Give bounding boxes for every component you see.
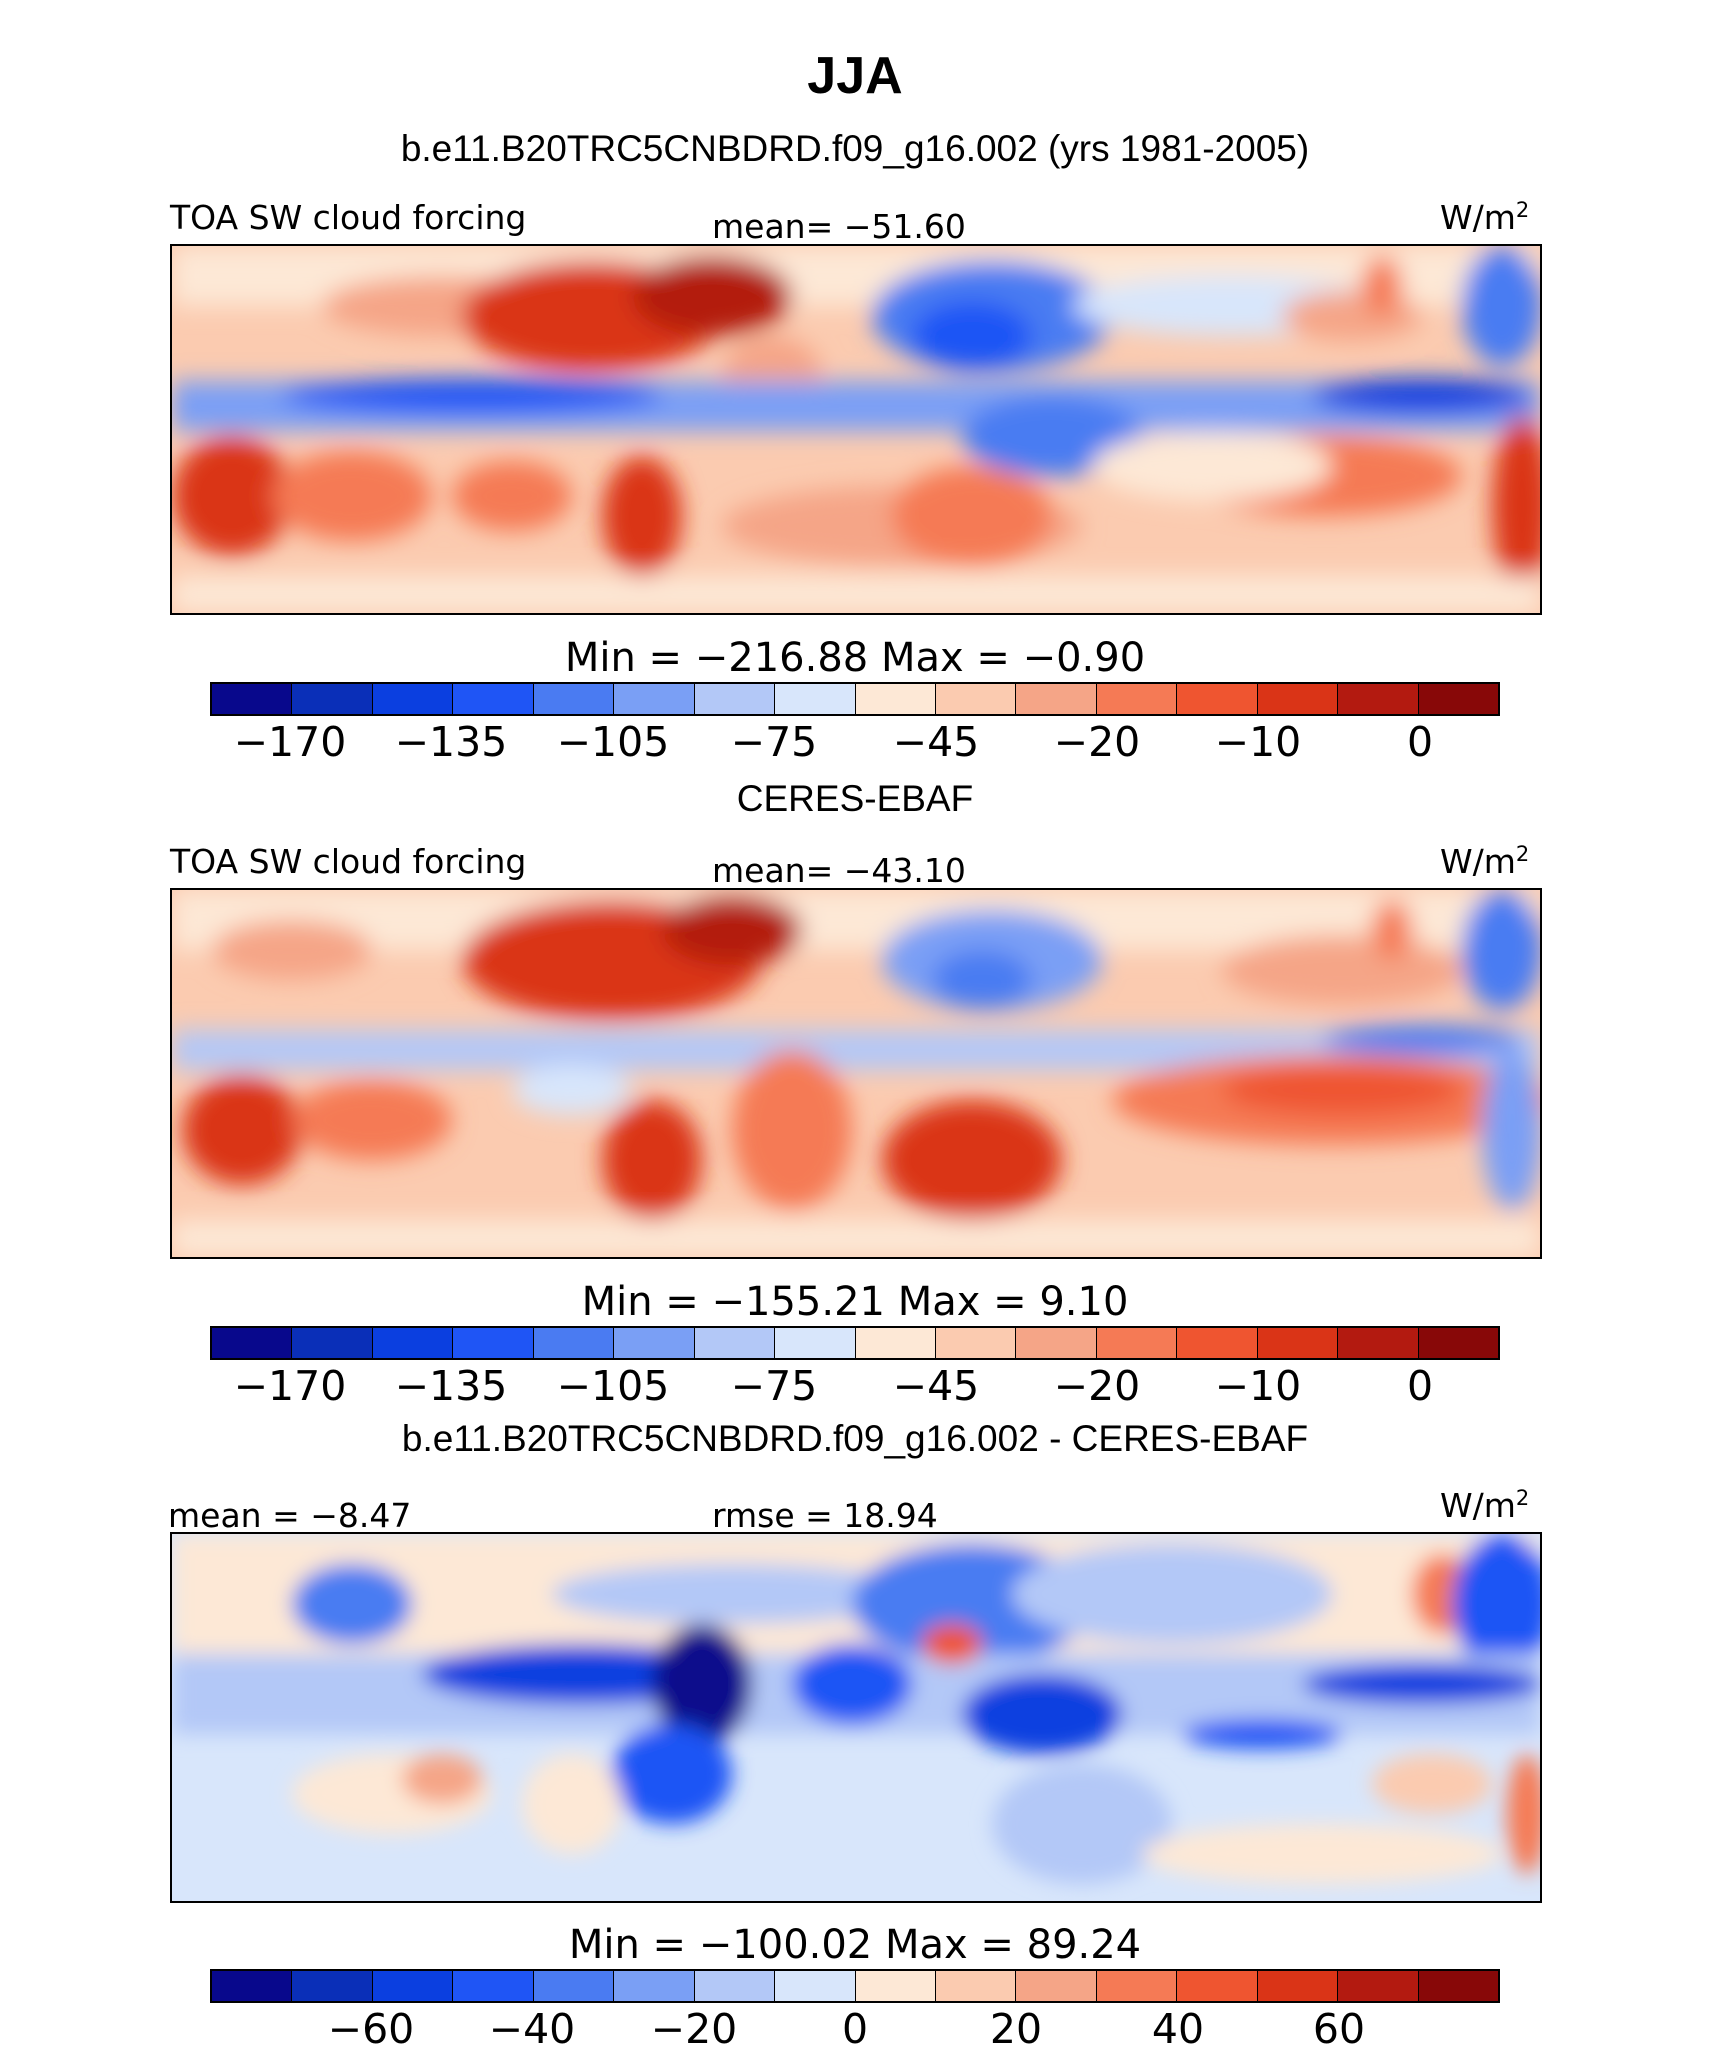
colorbar-swatch	[1257, 1328, 1339, 1358]
colorbar-swatch	[694, 684, 776, 714]
colorbar-swatch	[1016, 684, 1097, 714]
colorbar-swatch	[935, 1328, 1017, 1358]
colorbar-swatch	[292, 1328, 373, 1358]
panel-1-title: b.e11.B20TRC5CNBDRD.f09_g16.002 (yrs 198…	[400, 128, 1310, 169]
panel-2-colorbar-tick: −10	[1214, 1362, 1302, 1410]
panel-1-units: W/m2	[1440, 198, 1530, 237]
colorbar-swatch	[212, 684, 293, 714]
panel-2-colorbar-tick: −75	[730, 1362, 818, 1410]
colorbar-swatch	[453, 1328, 534, 1358]
colorbar-swatch	[1418, 684, 1498, 714]
panel-3-units: W/m2	[1440, 1486, 1530, 1525]
colorbar-swatch	[1177, 1971, 1258, 2001]
colorbar-swatch	[292, 684, 373, 714]
colorbar-swatch	[372, 684, 454, 714]
colorbar-swatch	[1338, 1971, 1419, 2001]
panel-2-units: W/m2	[1440, 842, 1530, 881]
colorbar-swatch	[533, 684, 615, 714]
panel-3-colorbar-tick: 40	[1151, 2005, 1205, 2053]
colorbar-swatch	[212, 1328, 293, 1358]
panel-1-variable-label: TOA SW cloud forcing	[170, 198, 527, 237]
colorbar-swatch	[1418, 1328, 1498, 1358]
panel-1-mean-label: mean= −51.60	[712, 207, 966, 246]
panel-2-mean-label: mean= −43.10	[712, 851, 966, 890]
colorbar-swatch	[1257, 684, 1339, 714]
colorbar-swatch	[1338, 1328, 1419, 1358]
colorbar-swatch	[1096, 1328, 1178, 1358]
colorbar-swatch	[614, 1328, 695, 1358]
figure-title: JJA	[807, 47, 903, 105]
colorbar-swatch	[453, 684, 534, 714]
panel-3-minmax: Min = −100.02 Max = 89.24	[568, 1922, 1142, 1968]
panel-3-map	[170, 1532, 1542, 1903]
panel-2-colorbar-tick: −20	[1053, 1362, 1141, 1410]
panel-2-colorbar-tick: −135	[394, 1362, 508, 1410]
panel-1-colorbar-tick: −20	[1053, 718, 1141, 766]
panel-1-colorbar	[210, 682, 1500, 716]
colorbar-swatch	[292, 1971, 373, 2001]
panel-3-colorbar	[210, 1969, 1500, 2003]
colorbar-swatch	[1016, 1971, 1097, 2001]
colorbar-swatch	[775, 1328, 856, 1358]
panel-1-minmax: Min = −216.88 Max = −0.90	[564, 635, 1146, 681]
colorbar-swatch	[212, 1971, 293, 2001]
panel-1-colorbar-tick: −105	[556, 718, 670, 766]
panel-3-mean-label: mean = −8.47	[168, 1496, 412, 1535]
panel-2-map	[170, 888, 1542, 1259]
colorbar-swatch	[533, 1971, 615, 2001]
panel-3-colorbar-tick: −40	[488, 2005, 576, 2053]
panel-2-minmax: Min = −155.21 Max = 9.10	[581, 1279, 1129, 1325]
colorbar-swatch	[1257, 1971, 1339, 2001]
panel-1-colorbar-tick: 0	[1406, 718, 1434, 766]
panel-1-map	[170, 244, 1542, 615]
colorbar-swatch	[1338, 684, 1419, 714]
colorbar-swatch	[935, 1971, 1017, 2001]
colorbar-swatch	[614, 1971, 695, 2001]
panel-3-rmse-label: rmse = 18.94	[712, 1496, 938, 1535]
colorbar-swatch	[855, 1328, 936, 1358]
colorbar-swatch	[1418, 1971, 1498, 2001]
colorbar-swatch	[453, 1971, 534, 2001]
colorbar-swatch	[694, 1328, 776, 1358]
colorbar-swatch	[1177, 1328, 1258, 1358]
panel-3-colorbar-tick: −20	[650, 2005, 738, 2053]
panel-3-colorbar-tick: −60	[327, 2005, 415, 2053]
panel-3-title: b.e11.B20TRC5CNBDRD.f09_g16.002 - CERES-…	[401, 1418, 1309, 1459]
colorbar-swatch	[775, 1971, 856, 2001]
colorbar-swatch	[1016, 1328, 1097, 1358]
panel-3-colorbar-tick: 0	[841, 2005, 869, 2053]
panel-2-title: CERES-EBAF	[736, 778, 974, 819]
panel-3-colorbar-tick: 60	[1312, 2005, 1366, 2053]
colorbar-swatch	[1177, 684, 1258, 714]
panel-2-variable-label: TOA SW cloud forcing	[170, 842, 527, 881]
panel-2-colorbar-tick: −105	[556, 1362, 670, 1410]
colorbar-swatch	[935, 684, 1017, 714]
panel-1-map-field	[172, 246, 1540, 613]
colorbar-swatch	[855, 1971, 936, 2001]
colorbar-swatch	[775, 684, 856, 714]
colorbar-swatch	[614, 684, 695, 714]
panel-2-colorbar	[210, 1326, 1500, 1360]
colorbar-swatch	[1096, 1971, 1178, 2001]
colorbar-swatch	[1096, 684, 1178, 714]
panel-2-colorbar-tick: 0	[1406, 1362, 1434, 1410]
panel-2-colorbar-tick: −45	[892, 1362, 980, 1410]
panel-1-colorbar-tick: −75	[730, 718, 818, 766]
panel-1-colorbar-tick: −45	[892, 718, 980, 766]
panel-1-colorbar-tick: −135	[394, 718, 508, 766]
panel-1-colorbar-tick: −170	[233, 718, 347, 766]
panel-2-map-field	[172, 890, 1540, 1257]
colorbar-swatch	[372, 1971, 454, 2001]
panel-3-colorbar-tick: 20	[989, 2005, 1043, 2053]
colorbar-swatch	[372, 1328, 454, 1358]
colorbar-swatch	[694, 1971, 776, 2001]
panel-3-map-field	[172, 1534, 1540, 1901]
panel-1-colorbar-tick: −10	[1214, 718, 1302, 766]
colorbar-swatch	[533, 1328, 615, 1358]
panel-2-colorbar-tick: −170	[233, 1362, 347, 1410]
colorbar-swatch	[855, 684, 936, 714]
